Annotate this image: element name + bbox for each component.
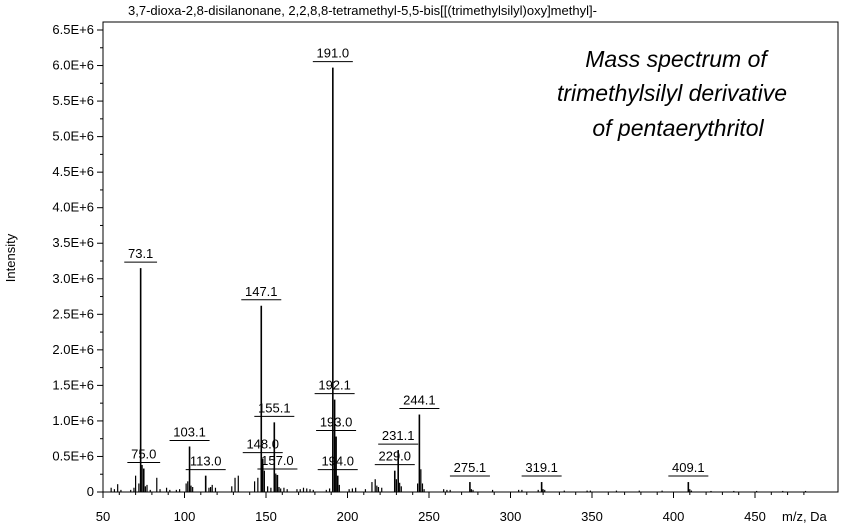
annotation-line-1: Mass spectrum of bbox=[585, 46, 769, 72]
peak-label: 113.0 bbox=[190, 454, 222, 469]
peak-label: 193.0 bbox=[320, 415, 353, 430]
peak-label: 191.0 bbox=[317, 46, 350, 61]
peak-label: 192.1 bbox=[318, 378, 351, 393]
peak-label: 155.1 bbox=[258, 400, 291, 415]
y-tick-label: 4.5E+6 bbox=[52, 164, 94, 179]
minor-peaks bbox=[110, 464, 807, 492]
x-axis-title: m/z, Da bbox=[782, 509, 828, 524]
peak-label: 75.0 bbox=[131, 447, 156, 462]
y-tick-label: 5.5E+6 bbox=[52, 93, 94, 108]
x-tick-label: 200 bbox=[337, 509, 359, 524]
y-tick-label: 1.0E+6 bbox=[52, 413, 94, 428]
x-tick-label: 50 bbox=[96, 509, 110, 524]
x-tick-label: 100 bbox=[174, 509, 196, 524]
peak-label: 409.1 bbox=[672, 460, 705, 475]
peak-labels: 73.1 75.0 103.1 113.0 147.1 148.0 155.1 157.0 19… bbox=[124, 46, 709, 477]
y-tick-label: 0 bbox=[87, 484, 94, 499]
y-tick-label: 5.0E+6 bbox=[52, 129, 94, 144]
peak-label: 103.1 bbox=[173, 425, 206, 440]
labeled-peaks bbox=[139, 67, 690, 492]
y-tick-label: 3.5E+6 bbox=[52, 235, 94, 250]
peak-label: 73.1 bbox=[128, 246, 153, 261]
annotation-line-2: trimethylsilyl derivative bbox=[557, 80, 787, 106]
x-tick-label: 350 bbox=[581, 509, 603, 524]
axes: 0 0.5E+6 1.0E+6 1.5E+6 2.0E+6 2.5E+6 3.0E+6 3.5… bbox=[52, 21, 839, 524]
peak-label: 148.0 bbox=[246, 437, 279, 452]
peak-label: 157.0 bbox=[261, 453, 294, 468]
y-tick-label: 6.0E+6 bbox=[52, 58, 94, 73]
y-tick-label: 2.5E+6 bbox=[52, 306, 94, 321]
annotation: Mass spectrum of trimethylsilyl derivati… bbox=[557, 46, 787, 141]
y-tick-label: 1.5E+6 bbox=[52, 377, 94, 392]
peak-label: 231.1 bbox=[382, 428, 415, 443]
x-tick-label: 450 bbox=[744, 509, 766, 524]
y-tick-label: 0.5E+6 bbox=[52, 448, 94, 463]
x-tick-label: 300 bbox=[500, 509, 522, 524]
peak-label: 244.1 bbox=[403, 393, 436, 408]
chart-title: 3,7-dioxa-2,8-disilanonane, 2,2,8,8-tetr… bbox=[128, 3, 597, 18]
y-tick-label: 6.5E+6 bbox=[52, 22, 94, 37]
y-tick-label: 4.0E+6 bbox=[52, 200, 94, 215]
peak-label: 229.0 bbox=[378, 449, 411, 464]
y-tick-label: 3.0E+6 bbox=[52, 271, 94, 286]
y-axis-title: Intensity bbox=[3, 233, 18, 282]
y-tick-label: 2.0E+6 bbox=[52, 342, 94, 357]
peak-label: 319.1 bbox=[525, 460, 558, 475]
x-tick-label: 400 bbox=[663, 509, 685, 524]
x-tick-label: 250 bbox=[418, 509, 440, 524]
peak-label: 275.1 bbox=[454, 460, 487, 475]
annotation-line-3: of pentaerythritol bbox=[592, 115, 764, 141]
peak-label: 194.0 bbox=[321, 454, 354, 469]
peak-label: 147.1 bbox=[245, 284, 278, 299]
x-tick-label: 150 bbox=[255, 509, 277, 524]
